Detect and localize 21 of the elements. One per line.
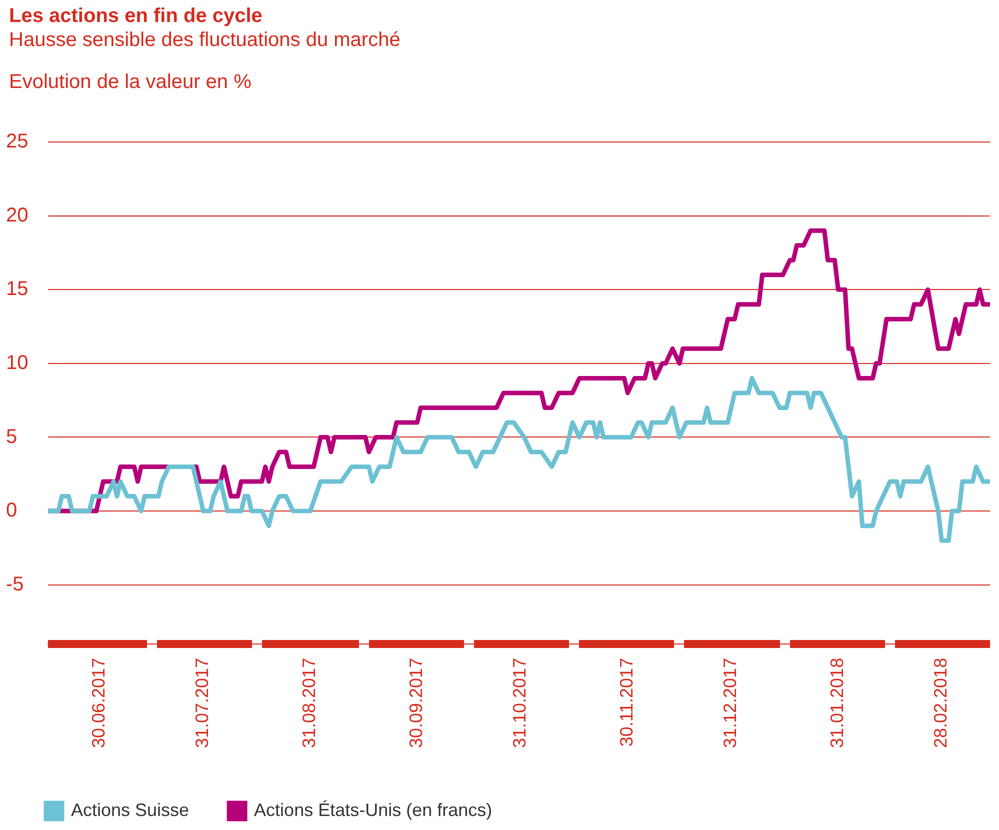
chart-title: Les actions en fin de cycle	[9, 4, 264, 28]
y-tick-label: 25	[6, 130, 28, 153]
x-tick-label: 31.10.2017	[510, 658, 530, 748]
y-tick-label: 0	[6, 500, 18, 522]
x-tick-label: 31.01.2018	[827, 658, 848, 748]
chart-subtitle: Hausse sensible des fluctuations du marché	[9, 28, 400, 52]
y-tick-label: 20	[6, 204, 28, 226]
y-tick-label: 10	[6, 352, 28, 374]
x-tick-label: 30.11.2017	[616, 658, 637, 747]
x-tick-label: 28.02.2018	[930, 658, 951, 748]
legend-label: Actions Suisse	[71, 800, 190, 820]
legend-label: Actions États-Unis (en francs)	[254, 800, 492, 820]
y-axis-title: Evolution de la valeur en %	[9, 70, 252, 94]
x-tick-label: 30.06.2017	[88, 658, 109, 748]
x-tick-label: 31.07.2017	[192, 658, 212, 748]
y-tick-label: 15	[6, 278, 28, 300]
y-tick-label: 5	[6, 426, 18, 448]
x-tick-label: 31.08.2017	[299, 658, 320, 748]
x-tick-label: 31.12.2017	[720, 658, 740, 748]
y-tick-label: -5	[6, 573, 24, 596]
x-tick-label: 30.09.2017	[406, 658, 426, 748]
